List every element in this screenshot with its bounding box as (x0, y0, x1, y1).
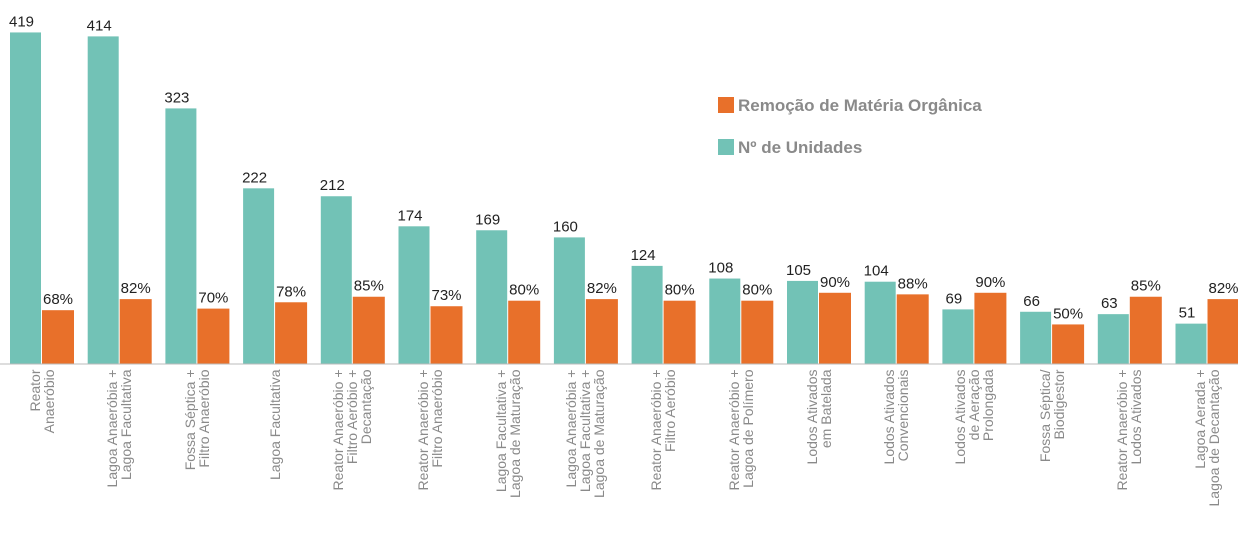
bar (398, 226, 430, 364)
value-label: 90% (820, 274, 850, 291)
bar (974, 292, 1007, 364)
value-label: 78% (276, 283, 306, 300)
value-label: 124 (631, 247, 656, 264)
bar (1207, 299, 1238, 364)
x-tick-label: Lodos Ativados Convencionais (881, 369, 912, 465)
value-label: 88% (898, 275, 928, 292)
value-label: 419 (9, 13, 34, 30)
bar (553, 237, 585, 364)
value-label: 82% (587, 280, 617, 297)
value-label: 105 (786, 262, 811, 279)
value-label: 82% (1208, 280, 1238, 297)
bar (896, 294, 929, 364)
value-label: 51 (1179, 305, 1196, 322)
bar (476, 230, 508, 364)
value-label: 104 (864, 263, 889, 280)
value-label: 85% (1131, 278, 1161, 295)
bar (42, 310, 74, 364)
bar (819, 292, 851, 364)
bar (864, 281, 896, 364)
bar (1097, 314, 1129, 364)
x-tick-label: Lagoa Anaeróbia + Lagoa Facultativa (104, 369, 135, 488)
x-tick-label: Lagoa Anaeróbia + Lagoa Facultativa + La… (563, 369, 608, 498)
bar (663, 300, 696, 364)
value-label: 212 (320, 177, 345, 194)
bar (352, 296, 385, 364)
value-label: 108 (708, 260, 733, 277)
x-tick-label: Fossa Séptica/ Biodigestor (1036, 369, 1067, 463)
x-tick-label: Fossa Séptica + Filtro Anaeróbio (181, 369, 212, 471)
x-tick-label: Reator Anaeróbio + Lodos Ativados (1114, 369, 1145, 491)
value-label: 80% (509, 282, 539, 299)
bar (119, 299, 152, 364)
x-tick-label: Reator Anaeróbio (26, 369, 57, 434)
bar (1052, 324, 1085, 364)
x-tick-label: Lodos Ativados em Batelada (803, 369, 834, 465)
bar (165, 108, 197, 365)
value-label: 90% (975, 274, 1005, 291)
legend-label: Nº de Unidades (738, 138, 862, 157)
value-label: 50% (1053, 305, 1083, 322)
x-tick-label: Lodos Ativados de Aeração Prolongada (951, 369, 996, 465)
bar (275, 302, 308, 364)
value-label: 69 (946, 290, 963, 307)
value-label: 160 (553, 218, 578, 235)
value-label: 80% (742, 282, 772, 299)
bar (741, 300, 774, 364)
value-label: 68% (43, 291, 73, 308)
x-tick-label: Reator Anaeróbio + Filtro Aeróbio (648, 369, 679, 491)
x-tick-label: Reator Anaeróbio + Filtro Aeróbio + Deca… (330, 369, 375, 491)
bar (508, 300, 541, 364)
x-tick-label: Lagoa Aerada + Lagoa de Decantação (1192, 369, 1222, 507)
bar (709, 278, 741, 364)
bar (585, 299, 618, 364)
value-label: 80% (665, 282, 695, 299)
legend-swatch (718, 139, 734, 155)
value-label: 323 (164, 89, 189, 106)
bar (320, 196, 352, 364)
x-tick-label: Lagoa Facultativa + Lagoa de Maturação (492, 369, 523, 498)
bar (243, 188, 275, 364)
value-label: 70% (198, 290, 228, 307)
bar (10, 32, 41, 364)
value-label: 66 (1023, 293, 1040, 310)
bar (787, 280, 818, 364)
value-label: 73% (431, 287, 461, 304)
bar (631, 265, 663, 364)
legend-label: Remoção de Matéria Orgânica (738, 96, 982, 115)
bar (1129, 296, 1162, 364)
bar (430, 306, 463, 364)
value-label: 222 (242, 169, 267, 186)
x-tick-label: Reator Anaeróbio + Filtro Anaeróbio (415, 369, 445, 491)
value-label: 174 (397, 207, 422, 224)
value-label: 414 (87, 17, 112, 34)
x-tick-label: Reator Anaeróbio + Lagoa de Polímero (725, 369, 756, 491)
bar (1175, 323, 1207, 364)
bar (197, 308, 230, 364)
bar (1020, 311, 1052, 364)
bar (942, 309, 974, 364)
x-tick-label: Lagoa Facultativa (266, 369, 283, 481)
legend-swatch (718, 97, 734, 113)
value-label: 169 (475, 211, 500, 228)
bar (87, 36, 119, 365)
value-label: 82% (121, 280, 151, 297)
value-label: 63 (1101, 295, 1118, 312)
value-label: 85% (354, 278, 384, 295)
